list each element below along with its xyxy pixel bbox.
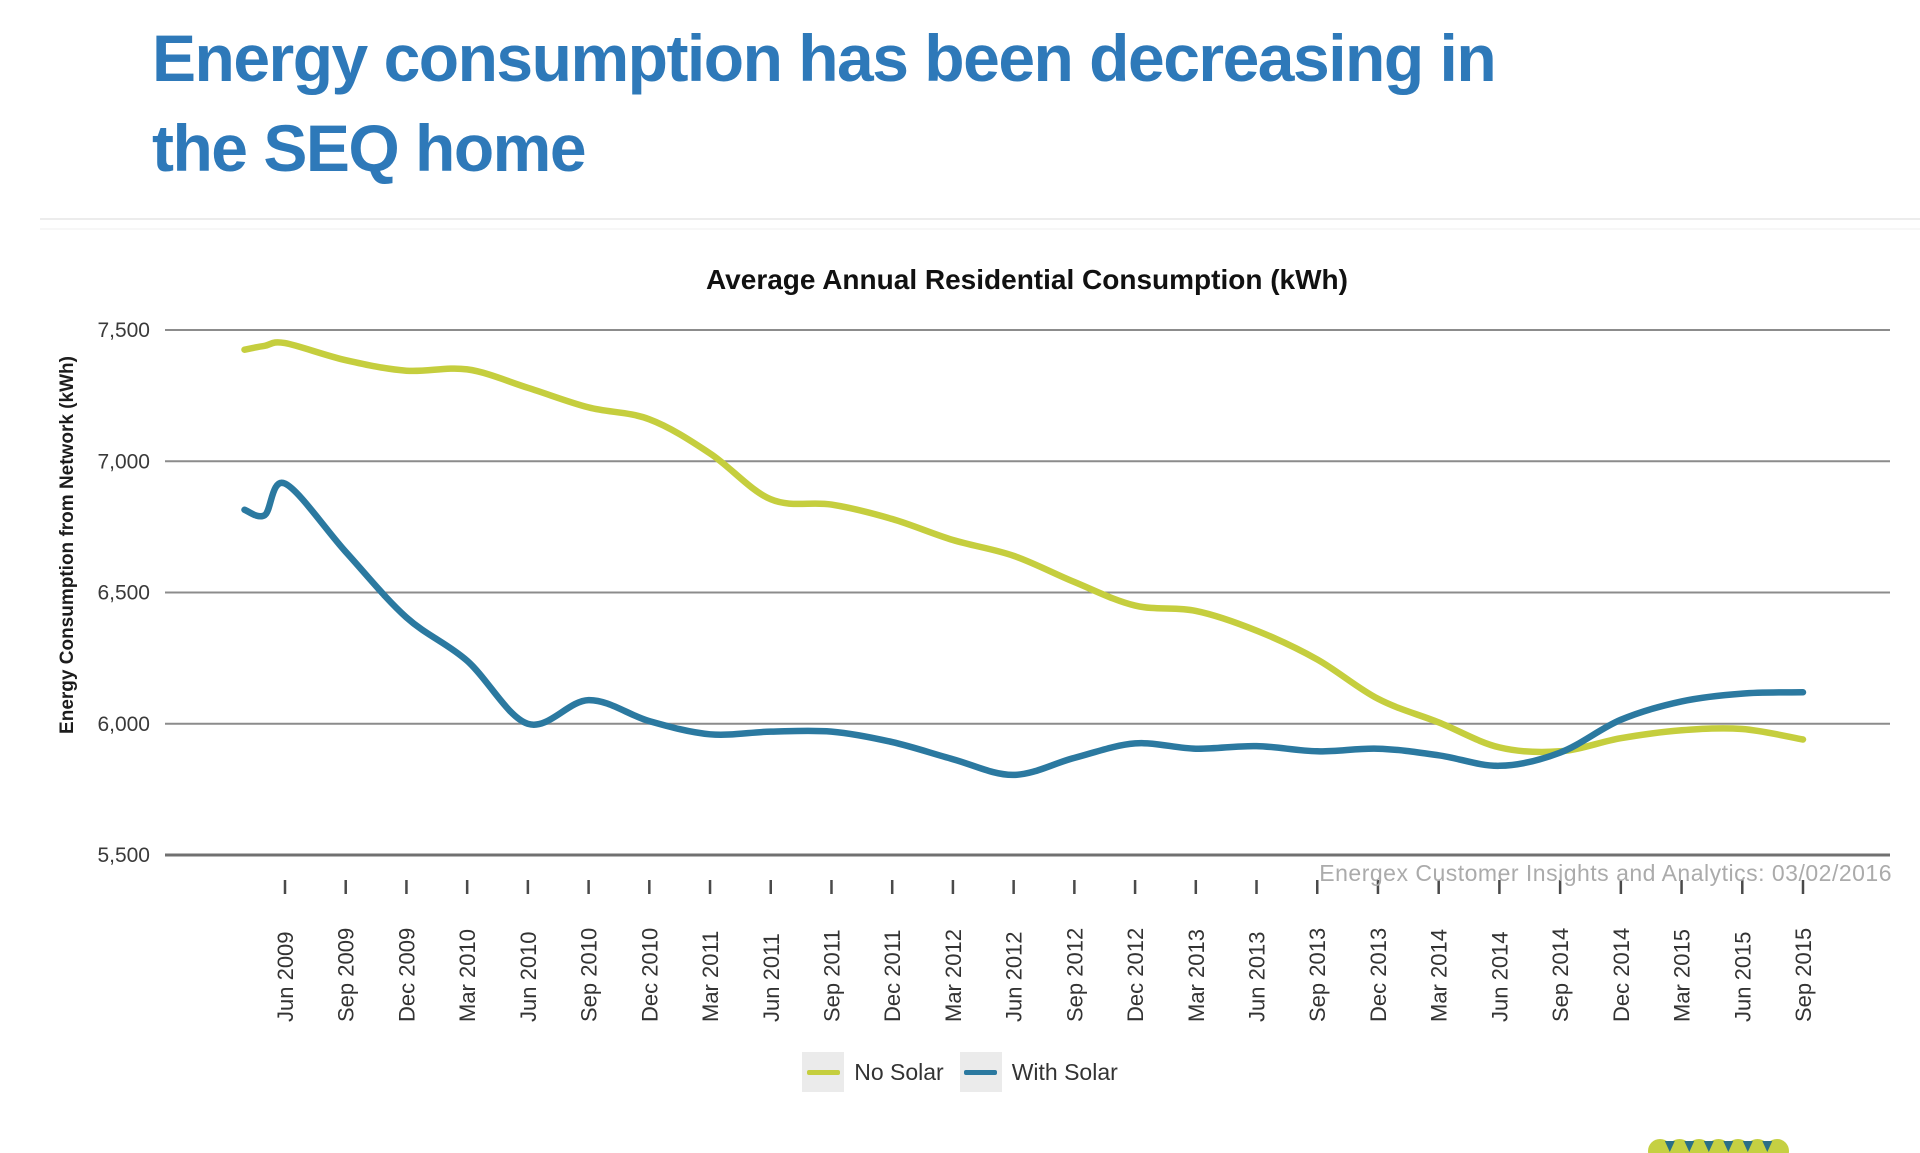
logo-ray: [1723, 1141, 1734, 1152]
x-axis-tick-labels: Jun 2009 Sep 2009 Dec 2009 Mar 2010 Jun 2010…: [273, 928, 1816, 1022]
page-title-line1: Energy consumption has been decreasing i…: [152, 21, 1497, 95]
x-tick-label: Mar 2014: [1427, 929, 1452, 1022]
y-tick-label: 6,500: [97, 582, 150, 605]
watermark-text: Energex Customer Insights and Analytics:…: [1319, 860, 1892, 886]
no-solar-swatch: [802, 1052, 845, 1092]
x-tick-label: Sep 2009: [334, 928, 359, 1022]
x-tick-label: Sep 2012: [1062, 928, 1087, 1022]
chart-title: Average Annual Residential Consumption (…: [706, 264, 1348, 295]
y-tick-label: 7,500: [97, 319, 150, 342]
x-tick-label: Jun 2009: [273, 931, 298, 1022]
x-tick-label: Dec 2011: [880, 929, 905, 1022]
y-tick-label: 5,500: [97, 844, 150, 867]
x-tick-label: Mar 2012: [941, 929, 966, 1022]
logo-ray: [1684, 1141, 1695, 1152]
with-solar-swatch: [959, 1052, 1002, 1092]
page-title: Energy consumption has been decreasing i…: [152, 14, 1712, 194]
title-divider-shadow: [40, 228, 1920, 230]
x-tick-label: Sep 2015: [1791, 928, 1816, 1022]
title-divider: [40, 218, 1920, 220]
x-tick-label: Mar 2015: [1670, 929, 1695, 1022]
x-tick-label: Jun 2011: [759, 933, 784, 1022]
data-series-lines: [241, 339, 1807, 779]
logo-ray: [1664, 1141, 1675, 1152]
logo-shapes: [1648, 1139, 1789, 1153]
with-solar-line-sample-icon: [964, 1069, 998, 1075]
legend-label-with-solar: With Solar: [1011, 1058, 1118, 1085]
logo-ray: [1742, 1141, 1753, 1152]
page-title-line2: the SEQ home: [152, 110, 587, 185]
logo-ray: [1762, 1141, 1773, 1152]
x-tick-label: Dec 2010: [637, 928, 662, 1022]
x-tick-label: Dec 2012: [1123, 928, 1148, 1022]
x-tick-label: Jun 2013: [1245, 931, 1270, 1022]
x-tick-label: Sep 2014: [1548, 928, 1573, 1022]
series-line-with-solar: [241, 479, 1807, 779]
x-tick-label: Dec 2009: [394, 928, 419, 1022]
no-solar-line-sample-icon: [806, 1069, 840, 1075]
x-tick-label: Jun 2010: [516, 931, 541, 1022]
x-tick-label: Sep 2011: [820, 929, 845, 1022]
y-axis-tick-labels: 7,500 7,000 6,500 6,000 5,500: [97, 319, 150, 867]
x-tick-label: Mar 2013: [1184, 929, 1209, 1022]
x-tick-label: Dec 2014: [1609, 928, 1634, 1022]
energex-logo-partial-icon: [1648, 1139, 1789, 1153]
legend-item-no-solar: No Solar: [802, 1052, 944, 1092]
x-tick-label: Mar 2011: [698, 931, 723, 1022]
y-tick-label: 6,000: [97, 713, 150, 736]
x-tick-label: Sep 2013: [1305, 928, 1330, 1022]
legend-label-no-solar: No Solar: [854, 1058, 944, 1085]
x-tick-label: Jun 2012: [1002, 931, 1027, 1022]
x-tick-label: Jun 2014: [1487, 931, 1512, 1022]
x-tick-label: Mar 2010: [455, 929, 480, 1022]
logo-ray: [1703, 1141, 1714, 1152]
x-tick-label: Dec 2013: [1366, 928, 1391, 1022]
y-axis-title: Energy Consumption from Network (kWh): [57, 356, 78, 734]
y-tick-label: 7,000: [97, 450, 150, 473]
legend-item-with-solar: With Solar: [959, 1052, 1118, 1092]
x-tick-label: Sep 2010: [577, 928, 602, 1022]
gridlines: [165, 329, 1890, 857]
x-tick-label: Jun 2015: [1730, 931, 1755, 1022]
chart-legend: No Solar With Solar: [0, 1052, 1920, 1092]
x-axis-tick-marks: [283, 880, 1805, 894]
series-line-no-solar: [241, 339, 1807, 756]
